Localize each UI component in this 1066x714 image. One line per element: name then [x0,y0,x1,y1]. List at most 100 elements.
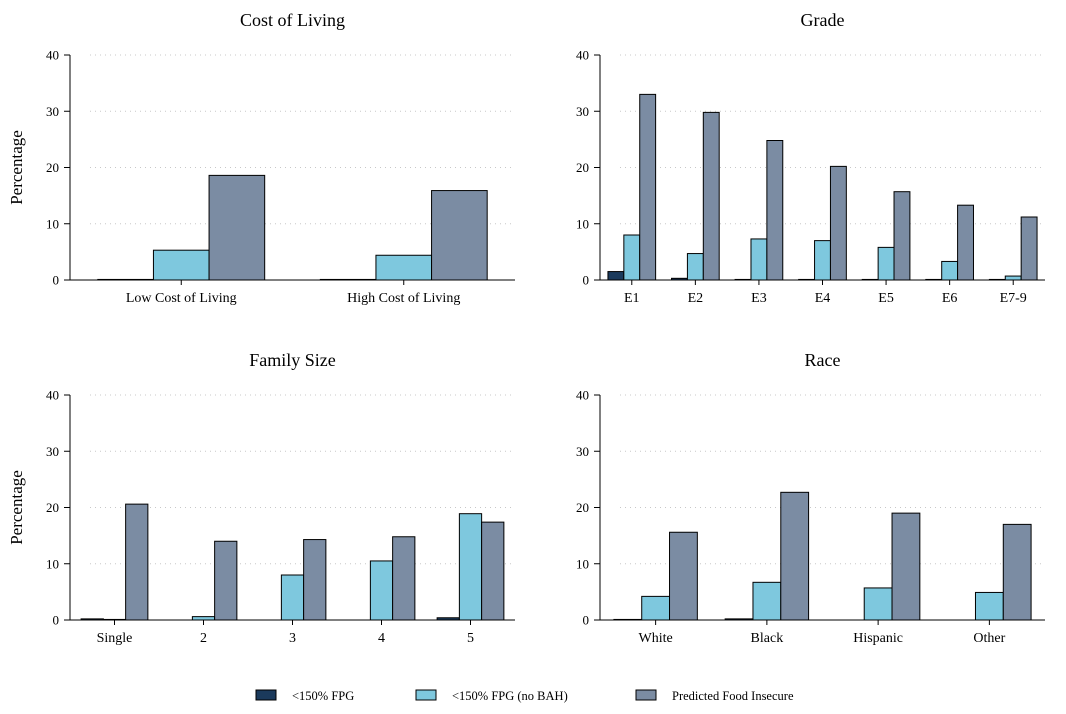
bar-150-fpg-no-bah-5 [458,513,483,621]
legend-item-predicted-food-insecure: Predicted Food Insecure [635,689,794,703]
bar-150-fpg-no-bah-3 [280,574,305,621]
bar-150-fpg-no-bah-e4 [814,240,831,281]
x-tick-label: 2 [200,631,207,646]
bar-150-fpg-e6 [925,278,943,281]
bar-predicted-food-insecure-e6 [957,204,974,281]
bar-150-fpg-black [724,618,754,621]
x-tick-label: E3 [751,291,767,306]
x-tick-label: Hispanic [853,631,903,646]
legend-label: Predicted Food Insecure [672,689,794,703]
y-tick-label: 10 [46,216,59,231]
bar-150-fpg-no-bah-black [752,581,782,621]
bar-150-fpg-no-bah-low-cost-of-living [152,249,210,281]
y-tick-label: 20 [46,160,59,175]
y-tick-label: 30 [46,444,59,459]
chart-panel-cost-of-living: Cost of Living Percentage 0 10 20 30 40 Low Cos… [7,10,515,306]
chart-panel-family-size: Family Size Percentage 0 10 20 30 40 Single 2 3 4 5 [7,350,515,646]
bar-150-fpg-e2 [671,277,688,281]
bar-150-fpg-single [80,618,104,621]
bar-predicted-food-insecure-3 [303,539,327,621]
bar-predicted-food-insecure-high-cost-of-living [431,190,488,281]
bar-predicted-food-insecure-single [125,503,149,621]
legend-item-150-fpg-no-bah: <150% FPG (no BAH) [415,689,568,703]
bar-150-fpg-e1 [607,271,625,281]
bar-predicted-food-insecure-4 [392,536,416,621]
panel-title: Grade [801,10,845,30]
x-tick-label: E5 [878,291,894,306]
x-tick-label: Low Cost of Living [126,291,237,306]
y-tick-label: 30 [576,444,589,459]
legend-swatch [415,689,437,701]
y-tick-label: 40 [46,388,59,403]
y-axis-label: Percentage [7,470,26,545]
bar-150-fpg-no-bah-e3 [750,238,768,281]
y-tick-label: 10 [576,556,589,571]
y-tick-label: 0 [583,613,590,628]
x-tick-label: White [639,631,673,646]
chart-panel-grade: Grade 0 10 20 30 40 E1 E2 E3 E4 E5 E6 E7-9 [576,10,1045,306]
x-tick-label: E6 [942,291,958,306]
bar-predicted-food-insecure-hispanic [891,512,921,621]
bar-150-fpg-no-bah-e2 [686,253,704,281]
x-tick-label: Single [97,631,133,646]
panel-title: Cost of Living [240,10,345,30]
y-axis-label: Percentage [7,130,26,205]
bar-predicted-food-insecure-e2 [702,111,720,281]
bar-150-fpg-no-bah-hispanic [863,587,893,621]
legend-label: <150% FPG (no BAH) [452,689,568,703]
bar-150-fpg-e4 [798,278,816,281]
y-tick-label: 30 [576,104,589,119]
x-tick-label: 4 [378,631,385,646]
x-tick-label: 5 [467,631,474,646]
bar-predicted-food-insecure-e1 [639,93,657,281]
bar-150-fpg-no-bah-single [102,618,127,621]
x-tick-label: E4 [815,291,831,306]
y-tick-label: 10 [576,216,589,231]
bar-predicted-food-insecure-low-cost-of-living [208,174,266,281]
bar-150-fpg-no-bah-high-cost-of-living [375,254,433,281]
x-tick-label: Other [973,631,1005,646]
bar-150-fpg-no-bah-e5 [877,246,895,281]
panel-title: Race [805,350,841,370]
bar-150-fpg-no-bah-e7-9 [1004,275,1022,281]
bar-predicted-food-insecure-other [1002,523,1032,621]
bar-150-fpg-no-bah-4 [369,560,394,621]
bar-predicted-food-insecure-2 [214,540,238,621]
legend-swatch [635,689,657,701]
y-tick-label: 40 [576,48,589,63]
bar-predicted-food-insecure-black [780,491,810,621]
bar-150-fpg-no-bah-other [974,591,1004,621]
y-tick-label: 20 [576,160,589,175]
chart-panel-race: Race 0 10 20 30 40 White Black Hispanic Other [576,350,1045,646]
legend: <150% FPG <150% FPG (no BAH) Predicted Foo… [255,689,794,703]
legend-swatch [255,689,277,701]
y-tick-label: 10 [46,556,59,571]
x-tick-label: E2 [688,291,704,306]
y-tick-label: 30 [46,104,59,119]
x-tick-label: Black [751,631,784,646]
bar-150-fpg-low-cost-of-living [97,278,154,281]
x-tick-label: 3 [289,631,296,646]
bar-predicted-food-insecure-e7-9 [1020,216,1038,281]
bar-150-fpg-5 [436,617,460,621]
y-tick-label: 0 [53,613,60,628]
y-tick-label: 0 [53,273,60,288]
panel-title: Family Size [249,350,336,370]
y-tick-label: 0 [583,273,590,288]
y-tick-label: 20 [46,500,59,515]
legend-item-150-fpg: <150% FPG [255,689,354,703]
x-tick-label: E7-9 [1000,291,1027,306]
bar-predicted-food-insecure-white [669,531,698,621]
bar-150-fpg-high-cost-of-living [319,278,377,281]
bar-predicted-food-insecure-e4 [829,165,847,281]
y-tick-label: 40 [576,388,589,403]
bar-predicted-food-insecure-5 [481,521,505,621]
bar-predicted-food-insecure-e5 [893,191,911,281]
bar-150-fpg-e7-9 [988,278,1006,281]
bar-150-fpg-e5 [861,278,879,281]
bar-150-fpg-no-bah-white [641,595,671,621]
x-tick-label: High Cost of Living [347,291,460,306]
bar-150-fpg-no-bah-e6 [941,260,959,281]
